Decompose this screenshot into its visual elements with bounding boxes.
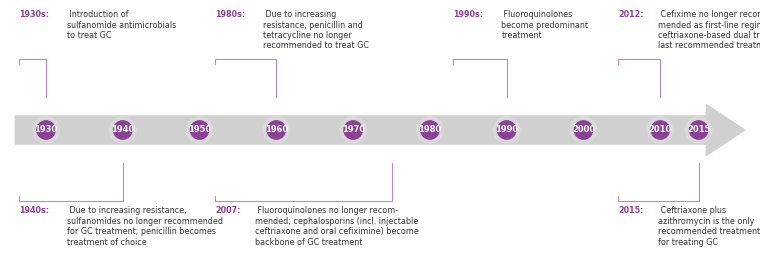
FancyArrow shape [15,105,745,155]
Text: 2007:: 2007: [215,206,240,216]
Text: 1980: 1980 [418,126,442,134]
Text: 1970: 1970 [341,126,365,134]
Text: Fluoroquinolones no longer recom-
mended; cephalosporins (incl. injectable
ceftr: Fluoroquinolones no longer recom- mended… [255,206,419,247]
Ellipse shape [421,121,439,139]
Ellipse shape [109,117,136,143]
Text: 1990s:: 1990s: [453,10,483,19]
Ellipse shape [263,117,290,143]
Text: 1940: 1940 [111,126,135,134]
Text: Due to increasing resistance,
sulfanomides no longer recommended
for GC treatmen: Due to increasing resistance, sulfanomid… [68,206,223,247]
Text: Ceftriaxone plus
azithromycin is the only
recommended treatment
for treating GC: Ceftriaxone plus azithromycin is the onl… [658,206,760,247]
Ellipse shape [570,117,597,143]
Text: 1950: 1950 [188,126,211,134]
Ellipse shape [113,121,132,139]
Text: 2010: 2010 [648,126,672,134]
Text: 2012:: 2012: [618,10,644,19]
Text: Fluoroquinolones
become predominant
treatment: Fluoroquinolones become predominant trea… [502,10,588,40]
Ellipse shape [493,117,520,143]
Text: Cefixime no longer recom-
mended as first-line regimen, leaving
ceftriaxone-base: Cefixime no longer recom- mended as firs… [658,10,760,50]
Ellipse shape [33,117,59,143]
Ellipse shape [686,117,712,143]
Text: 2015: 2015 [687,126,711,134]
Ellipse shape [575,121,593,139]
Ellipse shape [651,121,670,139]
Text: 1960: 1960 [264,126,288,134]
Ellipse shape [191,121,209,139]
Text: 1930s:: 1930s: [19,10,49,19]
Ellipse shape [186,117,213,143]
Ellipse shape [647,117,673,143]
Text: 2000: 2000 [572,126,595,134]
Text: 1940s:: 1940s: [19,206,49,216]
Text: Due to increasing
resistance, penicillin and
tetracycline no longer
recommended : Due to increasing resistance, penicillin… [263,10,369,50]
Text: 1980s:: 1980s: [215,10,245,19]
Ellipse shape [498,121,516,139]
Ellipse shape [689,121,708,139]
Ellipse shape [340,117,366,143]
Ellipse shape [268,121,286,139]
Text: 1930: 1930 [34,126,58,134]
Ellipse shape [36,121,55,139]
Text: 1990: 1990 [495,126,518,134]
Text: 2015:: 2015: [618,206,644,216]
Ellipse shape [344,121,363,139]
Ellipse shape [416,117,443,143]
Text: Introduction of
sulfanomide antimicrobials
to treat GC: Introduction of sulfanomide antimicrobia… [68,10,177,40]
